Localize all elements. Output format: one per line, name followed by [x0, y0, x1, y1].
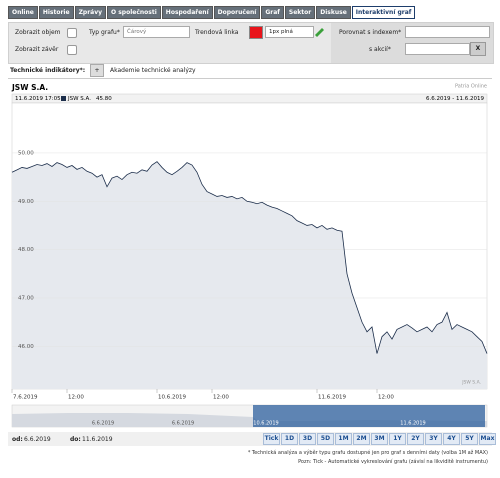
range-button[interactable]: 2M: [353, 433, 370, 445]
label: Technické indikátory*:: [10, 67, 86, 74]
x-tick-label: 12:00: [68, 395, 84, 401]
y-tick-label: 46.00: [18, 344, 34, 350]
range-buttons: Tick 1D 3D 5D 1M 2M 3M 1Y 2Y 3Y 4Y 5Y Max: [263, 433, 496, 445]
pencil-shape: [315, 28, 324, 37]
y-tick-label: 49.00: [18, 199, 34, 205]
timestamp: 11.6.2019 17:05: [15, 96, 61, 102]
navigator-selection[interactable]: [253, 405, 485, 427]
range-button[interactable]: 5Y: [461, 433, 478, 445]
price-line: [11, 161, 488, 354]
legend-entry: JSW S.A.: [67, 96, 91, 102]
watermark: JSW S.A.: [461, 380, 481, 386]
checkbox[interactable]: [67, 28, 77, 38]
x-tick-label: 12:00: [213, 395, 229, 401]
tab[interactable]: Interaktivní graf: [351, 6, 416, 19]
range-button[interactable]: Tick: [263, 433, 280, 445]
area-fill: [12, 161, 487, 389]
input[interactable]: 11.6.2019: [82, 436, 113, 443]
label: Zobrazit objem: [15, 29, 61, 36]
color-swatch[interactable]: [249, 26, 263, 39]
pencil-icon[interactable]: [313, 25, 325, 37]
range-button[interactable]: 3D: [299, 433, 316, 445]
range-button[interactable]: 3Y: [425, 433, 442, 445]
label: s akcií*: [369, 46, 391, 53]
navigator-label: 10.6.2019: [253, 421, 278, 427]
tab[interactable]: Historie: [38, 6, 74, 19]
separator: [8, 78, 492, 79]
tab[interactable]: Doporučení: [213, 6, 261, 19]
date-range: 6.6.2019 - 11.6.2019: [426, 96, 484, 102]
note: * Technická analýza a výběr typu grafu d…: [247, 450, 488, 456]
input[interactable]: 6.6.2019: [24, 436, 51, 443]
x-tick-label: 7.6.2019: [13, 395, 38, 401]
y-tick-label: 48.00: [18, 247, 34, 253]
link[interactable]: Akademie technické analýzy: [110, 67, 196, 74]
label: Porovnat s indexem*: [339, 29, 402, 36]
chart-title: JSW S.A.: [11, 83, 48, 92]
checkbox[interactable]: [67, 45, 77, 55]
range-button[interactable]: 1M: [335, 433, 352, 445]
tab[interactable]: Graf: [261, 6, 284, 19]
control-panel: Zobrazit objem Zobrazit závěr Typ grafu*…: [8, 22, 494, 64]
y-tick-label: 47.00: [18, 295, 34, 301]
x-tick-label: 10.6.2019: [158, 395, 186, 401]
tab[interactable]: Diskuse: [316, 6, 351, 19]
x-tick-label: 12:00: [378, 395, 394, 401]
range-button[interactable]: 2Y: [407, 433, 424, 445]
x-tick-label: 11.6.2019: [318, 395, 346, 401]
legend-value: 45.80: [96, 96, 112, 102]
tab[interactable]: Zprávy: [74, 6, 107, 19]
legend-swatch: [61, 96, 66, 101]
label: do:: [70, 436, 81, 443]
tab[interactable]: Online: [8, 6, 38, 19]
tab[interactable]: Sektor: [284, 6, 316, 19]
navigator-label: 6.6.2019: [92, 421, 114, 427]
label: Typ grafu*: [89, 29, 120, 36]
tab-bar: Online Historie Zprávy O společnosti Hospoda…: [8, 6, 416, 19]
y-tick-label: 50.00: [18, 150, 34, 156]
range-button[interactable]: 1D: [281, 433, 298, 445]
label: Trendová linka: [195, 29, 239, 36]
label: Zobrazit závěr: [15, 46, 59, 53]
select[interactable]: [405, 26, 490, 38]
clear-button[interactable]: X: [470, 42, 486, 56]
source: Patria Online: [455, 84, 487, 90]
tab[interactable]: O společnosti: [107, 6, 161, 19]
note: Pozn: Tick - Automatické vykreslování gr…: [298, 459, 488, 465]
range-button[interactable]: 3M: [371, 433, 388, 445]
chart: JSW S.A. Patria Online 11.6.2019 17:05 J…: [11, 83, 488, 428]
range-button[interactable]: 1Y: [389, 433, 406, 445]
range-button[interactable]: 4Y: [443, 433, 460, 445]
range-button[interactable]: 5D: [317, 433, 334, 445]
input[interactable]: [405, 43, 470, 55]
range-button[interactable]: Max: [479, 433, 496, 445]
navigator-label: 11.6.2019: [400, 421, 425, 427]
select[interactable]: Čárový: [123, 26, 190, 38]
label: od:: [12, 436, 23, 443]
navigator-label: 6.6.2019: [172, 421, 194, 427]
tab[interactable]: Hospodaření: [161, 6, 213, 19]
select[interactable]: 1px plná: [265, 26, 314, 38]
add-button[interactable]: +: [90, 64, 104, 77]
